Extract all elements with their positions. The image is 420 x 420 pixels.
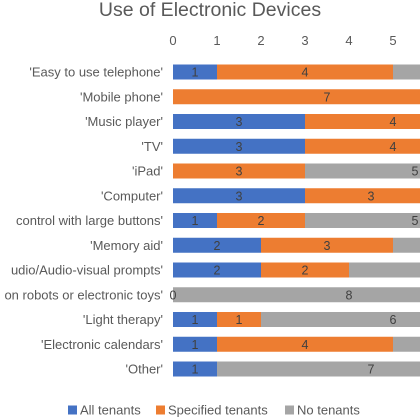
data-label-all-tenants-10: 1 — [192, 313, 199, 327]
x-tick-label-3: 3 — [301, 33, 308, 48]
category-label-1: 'Mobile phone' — [80, 89, 163, 104]
data-label-all-tenants-12: 1 — [192, 363, 199, 377]
legend-label-all-tenants: All tenants — [80, 403, 141, 418]
bar-specified-tenants-0 — [217, 64, 393, 80]
x-tick-label-0: 0 — [169, 33, 176, 48]
bar-specified-tenants-1 — [173, 89, 420, 105]
bar-all-tenants-2 — [173, 114, 305, 129]
data-label-specified-tenants-1: 7 — [324, 90, 331, 104]
legend-label-no-tenants: No tenants — [297, 403, 360, 418]
bar-all-tenants-7 — [173, 237, 261, 253]
bar-specified-tenants-3 — [305, 138, 420, 154]
data-label-all-tenants-2: 3 — [236, 115, 243, 129]
bar-all-tenants-12 — [173, 361, 217, 377]
bar-specified-tenants-8 — [261, 262, 349, 278]
legend-item-no-tenants: No tenants — [285, 403, 360, 418]
data-label-specified-tenants-4: 3 — [236, 165, 243, 179]
legend-item-all-tenants: All tenants — [68, 403, 141, 418]
bar-all-tenants-5 — [173, 188, 305, 204]
data-label-all-tenants-5: 3 — [236, 189, 243, 203]
bar-no-tenants-11 — [393, 336, 420, 352]
data-label-specified-tenants-11: 4 — [302, 338, 309, 352]
legend-item-specified-tenants: Specified tenants — [156, 403, 268, 418]
bar-no-tenants-9 — [173, 287, 420, 303]
legend-label-specified-tenants: Specified tenants — [168, 403, 268, 418]
bars — [173, 64, 420, 377]
category-label-4: 'iPad' — [132, 164, 163, 179]
data-label-all-tenants-0: 1 — [192, 66, 199, 80]
data-label-all-tenants-8: 2 — [214, 264, 221, 278]
bar-all-tenants-11 — [173, 336, 217, 352]
data-label-specified-tenants-7: 3 — [324, 239, 331, 253]
x-tick-label-5: 5 — [389, 33, 396, 48]
category-labels: 'Easy to use telephone' 'Mobile phone' 'Mu… — [4, 65, 163, 377]
bar-specified-tenants-11 — [217, 336, 393, 352]
data-label-no-tenants-9: 8 — [346, 288, 353, 302]
data-label-all-tenants-11: 1 — [192, 338, 199, 352]
bar-all-tenants-3 — [173, 138, 305, 154]
category-label-0: 'Easy to use telephone' — [29, 65, 163, 80]
data-label-specified-tenants-2: 4 — [390, 115, 397, 129]
bar-specified-tenants-5 — [305, 188, 420, 204]
data-label-all-tenants-7: 2 — [214, 239, 221, 253]
bar-specified-tenants-10 — [217, 312, 261, 327]
chart-title: Use of Electronic Devices — [99, 0, 321, 21]
data-label-no-tenants-4: 5 — [412, 165, 419, 179]
legend-swatch-all-tenants — [68, 405, 77, 415]
data-label-specified-tenants-5: 3 — [368, 189, 375, 203]
bar-no-tenants-7 — [393, 237, 420, 253]
bar-no-tenants-0 — [393, 64, 420, 80]
legend-swatch-no-tenants — [285, 405, 294, 415]
category-label-6: control with large buttons' — [16, 213, 163, 228]
x-tick-label-1: 1 — [213, 33, 220, 48]
bar-no-tenants-12 — [217, 361, 420, 377]
data-label-specified-tenants-6: 2 — [258, 214, 265, 228]
data-label-all-tenants-3: 3 — [236, 140, 243, 154]
category-label-11: 'Electronic calendars' — [41, 337, 163, 352]
data-label-all-tenants-6: 1 — [192, 214, 199, 228]
category-label-5: 'Computer' — [101, 188, 163, 203]
bar-no-tenants-10 — [261, 312, 420, 327]
category-label-9: on robots or electronic toys' — [4, 287, 163, 302]
bar-no-tenants-8 — [349, 262, 420, 278]
bar-all-tenants-6 — [173, 213, 217, 228]
category-label-2: 'Music player' — [85, 114, 163, 129]
bar-specified-tenants-6 — [217, 213, 305, 228]
bar-specified-tenants-7 — [261, 237, 393, 253]
category-label-12: 'Other' — [126, 362, 163, 377]
data-label-no-tenants-12: 7 — [368, 363, 375, 377]
x-axis-tick-labels: 0 1 2 3 4 5 — [169, 33, 396, 48]
bar-all-tenants-8 — [173, 262, 261, 278]
data-label-specified-tenants-8: 2 — [302, 264, 309, 278]
data-label-specified-tenants-0: 4 — [302, 66, 309, 80]
bar-specified-tenants-2 — [305, 114, 420, 129]
x-tick-label-2: 2 — [257, 33, 264, 48]
category-label-10: 'Light therapy' — [83, 312, 163, 327]
bar-all-tenants-0 — [173, 64, 217, 80]
data-label-no-tenants-6: 5 — [412, 214, 419, 228]
data-label-specified-tenants-3: 4 — [390, 140, 397, 154]
bar-all-tenants-10 — [173, 312, 217, 327]
bar-specified-tenants-4 — [173, 163, 305, 179]
legend-swatch-specified-tenants — [156, 405, 165, 415]
legend: All tenants Specified tenants No tenants — [68, 403, 360, 418]
bar-no-tenants-4 — [305, 163, 420, 179]
data-label-specified-tenants-10: 1 — [236, 313, 243, 327]
category-label-8: udio/Audio-visual prompts' — [11, 263, 163, 278]
category-label-3: 'TV' — [141, 139, 163, 154]
data-labels: 1 473 43 43 53 31 2 52 32 20 81 1 61 41 7 — [170, 66, 419, 377]
x-tick-label-4: 4 — [345, 33, 352, 48]
bar-no-tenants-6 — [305, 213, 420, 228]
data-label-all-tenants-9: 0 — [170, 288, 177, 302]
category-label-7: 'Memory aid' — [90, 238, 163, 253]
data-label-no-tenants-10: 6 — [390, 313, 397, 327]
